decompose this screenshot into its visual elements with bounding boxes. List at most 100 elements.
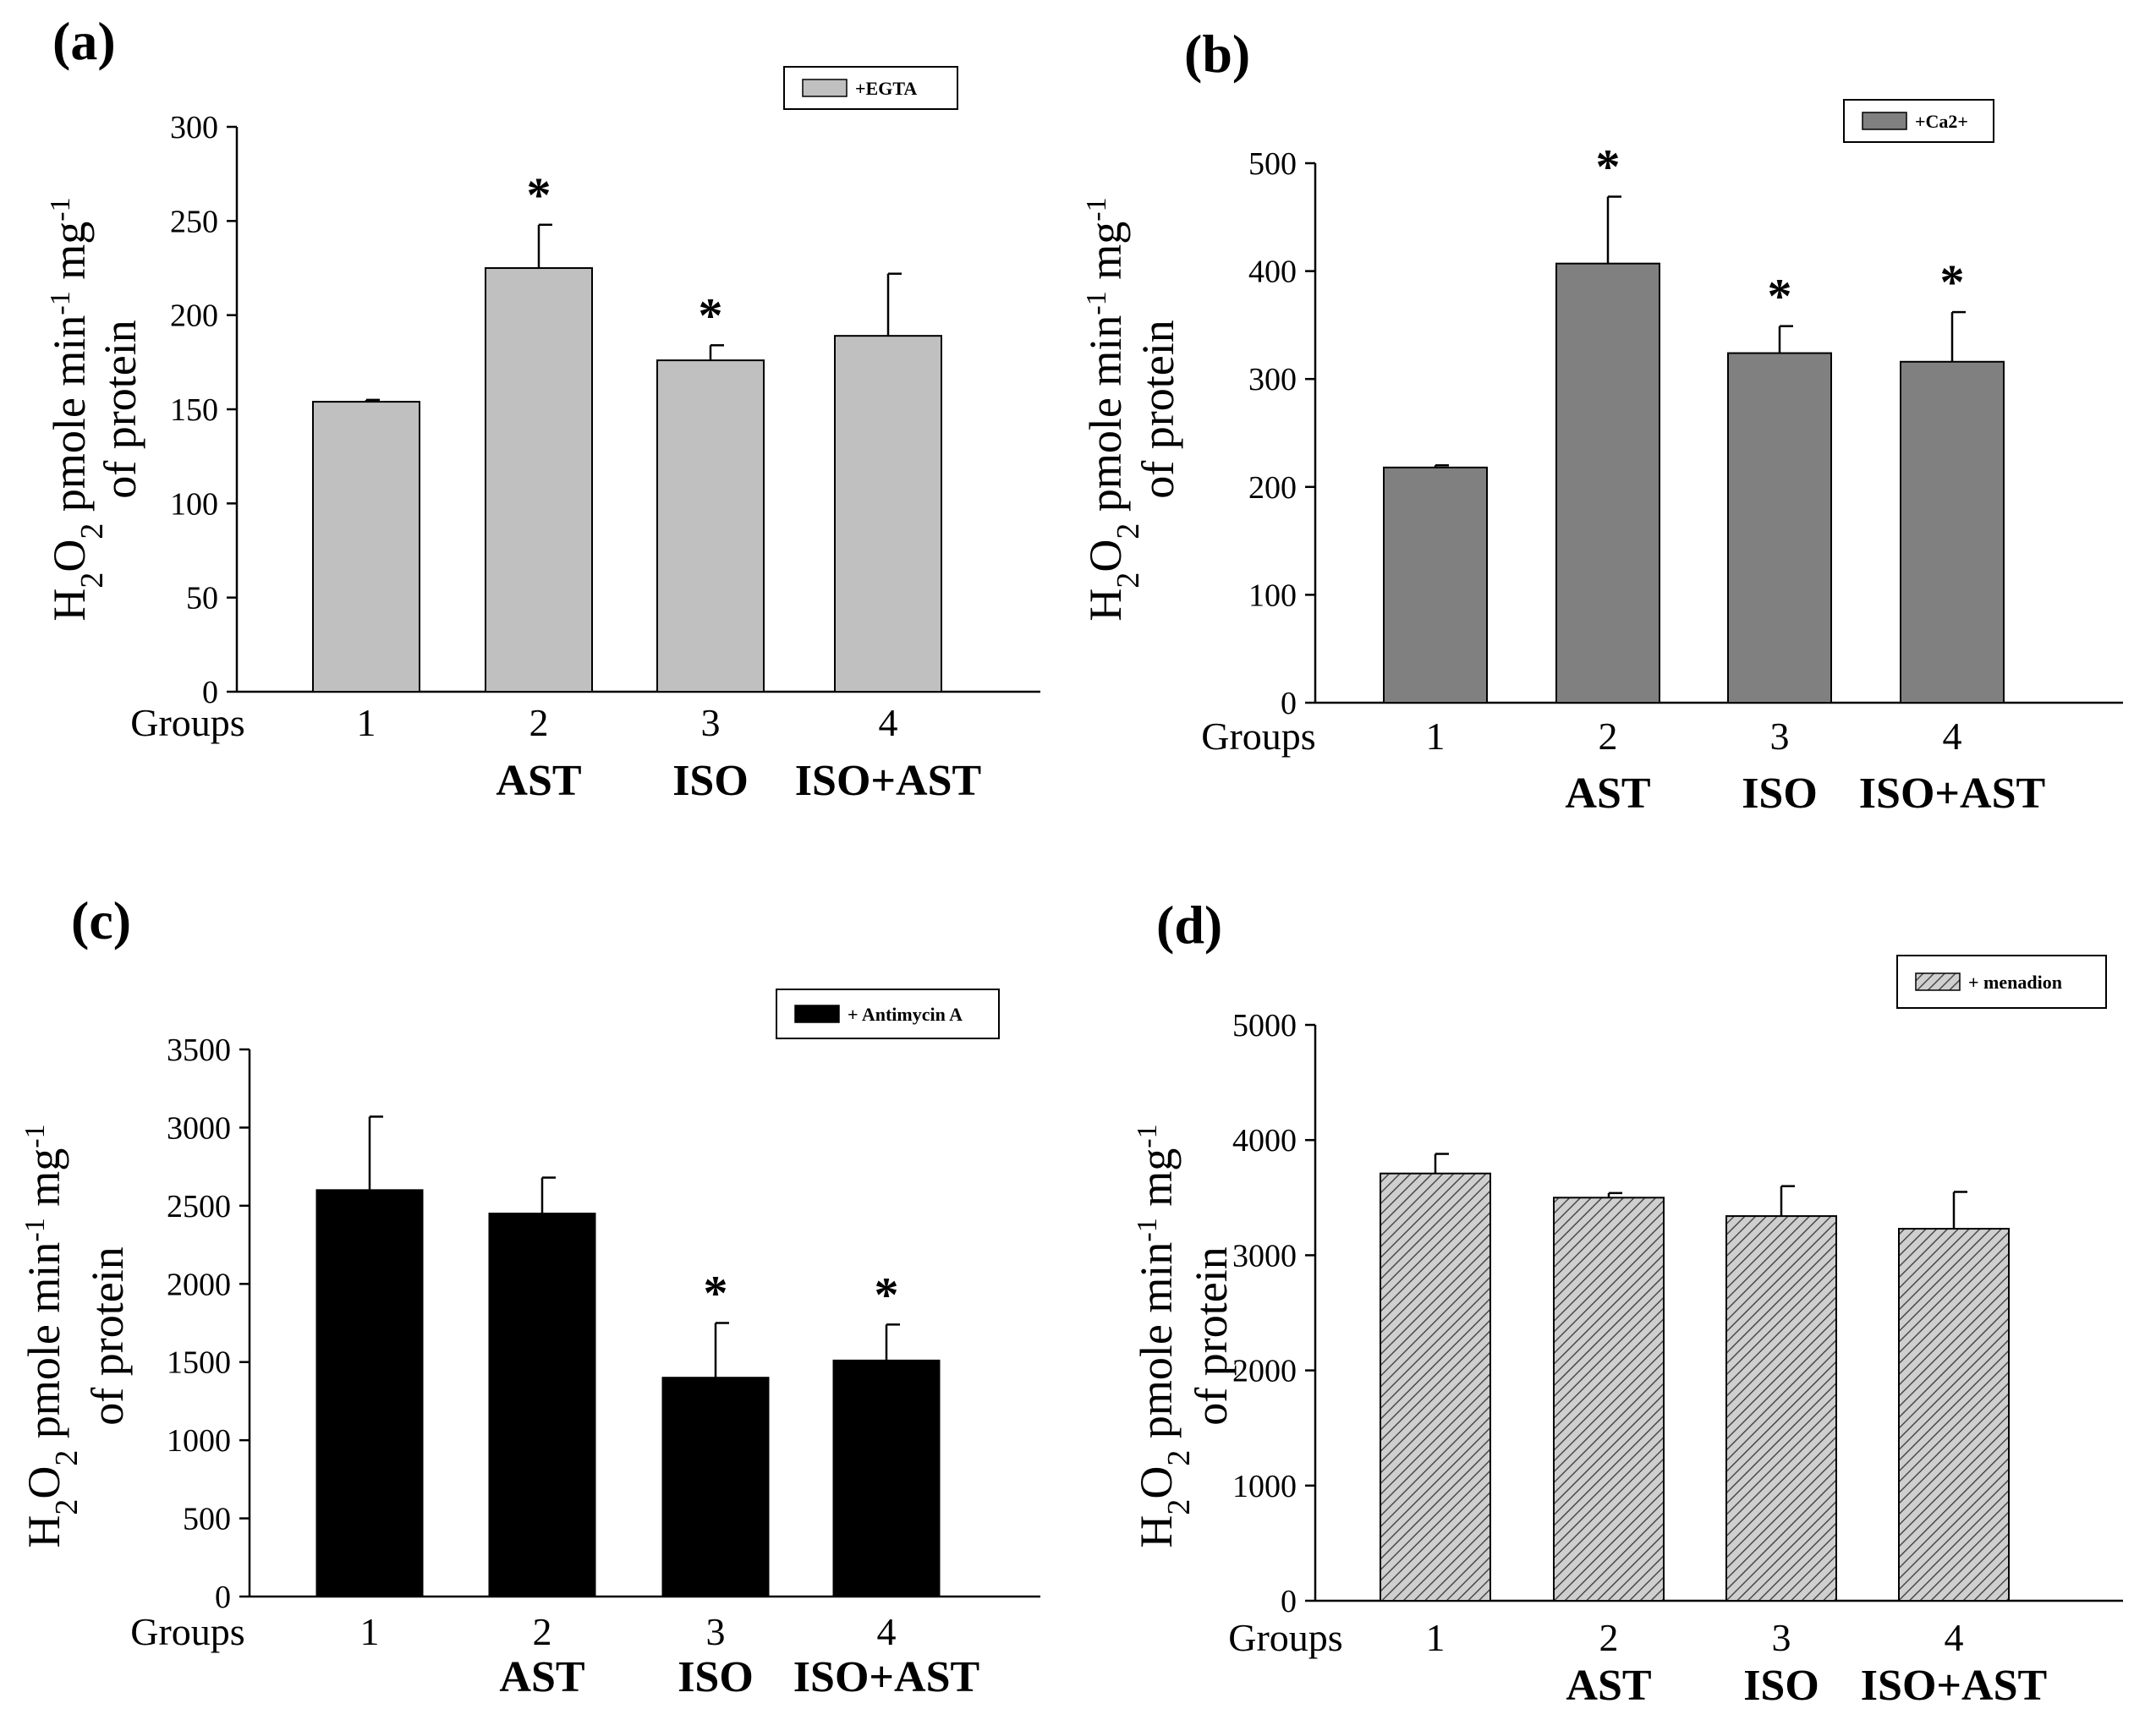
groups-label: Groups — [130, 701, 244, 744]
x-tick-label: 3 — [706, 1610, 726, 1653]
y-tick-label: 300 — [1248, 362, 1297, 397]
legend-label: +Ca2+ — [1915, 111, 1968, 132]
panel-d: (d) 0 1000 2000 3000 4000 5000 H2O2 pmole min-1… — [1131, 895, 2123, 1709]
y-tick-label: 500 — [183, 1502, 231, 1537]
x-tick-label: 2 — [1599, 715, 1618, 758]
y-axis-label-line2: of protein — [82, 1246, 133, 1425]
y-axis-label: H2O2 pmole min-1 mg-1 — [1131, 1124, 1197, 1547]
bar — [312, 401, 420, 693]
x-tick-label: 1 — [1426, 1616, 1446, 1659]
significance-star: * — [1768, 269, 1792, 324]
panel-label: (c) — [71, 890, 131, 950]
legend-swatch — [1915, 972, 1961, 991]
x-tick-label: 4 — [877, 1610, 897, 1653]
y-tick-label: 3500 — [167, 1033, 231, 1068]
panel-c: (c) 0 500 1000 1500 2000 2500 3000 3500 H2O2 pmol… — [19, 890, 1040, 1701]
y-axis-label: H2O2 pmole min-1 mg-1 — [44, 197, 110, 621]
y-tick-label: 200 — [1248, 470, 1297, 506]
panel-b: (b) 0 100 200 300 400 500 H2O2 pmole min-1 mg-1… — [1080, 24, 2123, 818]
y-tick-label: 50 — [186, 581, 218, 616]
x-tick-label: 1 — [1426, 715, 1446, 758]
legend-swatch — [794, 1005, 840, 1023]
y-tick-label: 1000 — [1232, 1469, 1297, 1504]
y-tick-label: 1500 — [167, 1345, 231, 1381]
panel-label: (a) — [52, 11, 116, 71]
y-tick-label: 300 — [170, 110, 218, 145]
bar — [661, 1377, 770, 1597]
y-axis-label-line2: of protein — [1133, 320, 1183, 498]
bar — [1383, 466, 1488, 704]
x-group-name: AST — [1566, 1662, 1651, 1709]
x-tick-label: 4 — [1943, 715, 1962, 758]
y-axis-label-line2: of protein — [95, 320, 145, 498]
y-axis-label: H2O2 pmole min-1 mg-1 — [19, 1124, 85, 1547]
panel-label: (d) — [1156, 895, 1222, 955]
x-group-name: ISO+AST — [1859, 770, 2045, 818]
significance-star: * — [704, 1266, 728, 1321]
x-tick-label: 2 — [533, 1610, 552, 1653]
y-tick-label: 100 — [170, 486, 218, 522]
y-tick-label: 1000 — [167, 1423, 231, 1459]
x-group-name: AST — [1565, 770, 1650, 818]
y-tick-label: 2500 — [167, 1189, 231, 1224]
y-tick-label: 150 — [170, 392, 218, 428]
groups-label: Groups — [130, 1610, 244, 1653]
y-tick-label: 3000 — [1232, 1238, 1297, 1274]
x-tick-label: 1 — [357, 701, 376, 744]
x-tick-label: 3 — [1770, 715, 1790, 758]
x-group-name: ISO+AST — [793, 1653, 979, 1701]
x-tick-label: 3 — [1772, 1616, 1791, 1659]
groups-label: Groups — [1201, 715, 1315, 758]
y-tick-label: 0 — [1281, 1584, 1297, 1619]
panel-a: (a) 0 50 100 150 200 250 300 H2O2 pmole min-1 mg… — [44, 11, 1040, 805]
legend-label: + Antimycin A — [848, 1004, 963, 1025]
y-tick-label: 250 — [170, 204, 218, 239]
x-group-name: ISO+AST — [1861, 1662, 2047, 1709]
y-axis-label-line2: of protein — [1186, 1246, 1237, 1425]
bar — [834, 335, 942, 693]
x-tick-label: 1 — [360, 1610, 380, 1653]
x-group-name: ISO — [678, 1653, 754, 1701]
y-tick-label: 4000 — [1232, 1123, 1297, 1159]
bar — [488, 1213, 596, 1597]
panel-label: (b) — [1184, 24, 1250, 84]
x-group-name: AST — [496, 757, 581, 805]
y-tick-label: 0 — [215, 1580, 231, 1615]
significance-star: * — [875, 1267, 899, 1322]
y-tick-label: 500 — [1248, 146, 1297, 182]
bar — [656, 359, 765, 693]
y-tick-label: 2000 — [1232, 1354, 1297, 1389]
bar — [1553, 1197, 1665, 1602]
legend-swatch — [802, 79, 848, 97]
y-tick-label: 0 — [1281, 686, 1297, 721]
legend-label: + menadion — [1968, 972, 2062, 993]
y-tick-label: 400 — [1248, 255, 1297, 290]
bar — [315, 1189, 424, 1598]
x-group-name: ISO+AST — [795, 757, 981, 805]
bar — [832, 1359, 941, 1597]
x-tick-label: 2 — [529, 701, 549, 744]
bar — [1725, 1215, 1837, 1602]
y-tick-label: 5000 — [1232, 1008, 1297, 1043]
bar — [1900, 360, 2005, 704]
legend-box — [776, 989, 1000, 1039]
x-tick-label: 4 — [1945, 1616, 1964, 1659]
significance-star: * — [1940, 255, 1965, 309]
significance-star: * — [1596, 140, 1621, 194]
bar — [1555, 262, 1660, 704]
x-group-name: ISO — [1743, 1662, 1819, 1709]
y-tick-label: 2000 — [167, 1267, 231, 1302]
x-group-name: AST — [499, 1653, 584, 1701]
legend-swatch — [1862, 112, 1907, 130]
y-tick-label: 100 — [1248, 578, 1297, 613]
significance-star: * — [527, 167, 551, 222]
significance-star: * — [699, 288, 723, 342]
x-group-name: ISO — [1742, 770, 1818, 818]
y-tick-label: 200 — [170, 299, 218, 334]
bar — [1898, 1228, 2010, 1602]
y-tick-label: 3000 — [167, 1110, 231, 1146]
y-axis-label: H2O2 pmole min-1 mg-1 — [1080, 197, 1146, 621]
bar — [485, 267, 593, 693]
y-tick-label: 0 — [202, 675, 218, 710]
